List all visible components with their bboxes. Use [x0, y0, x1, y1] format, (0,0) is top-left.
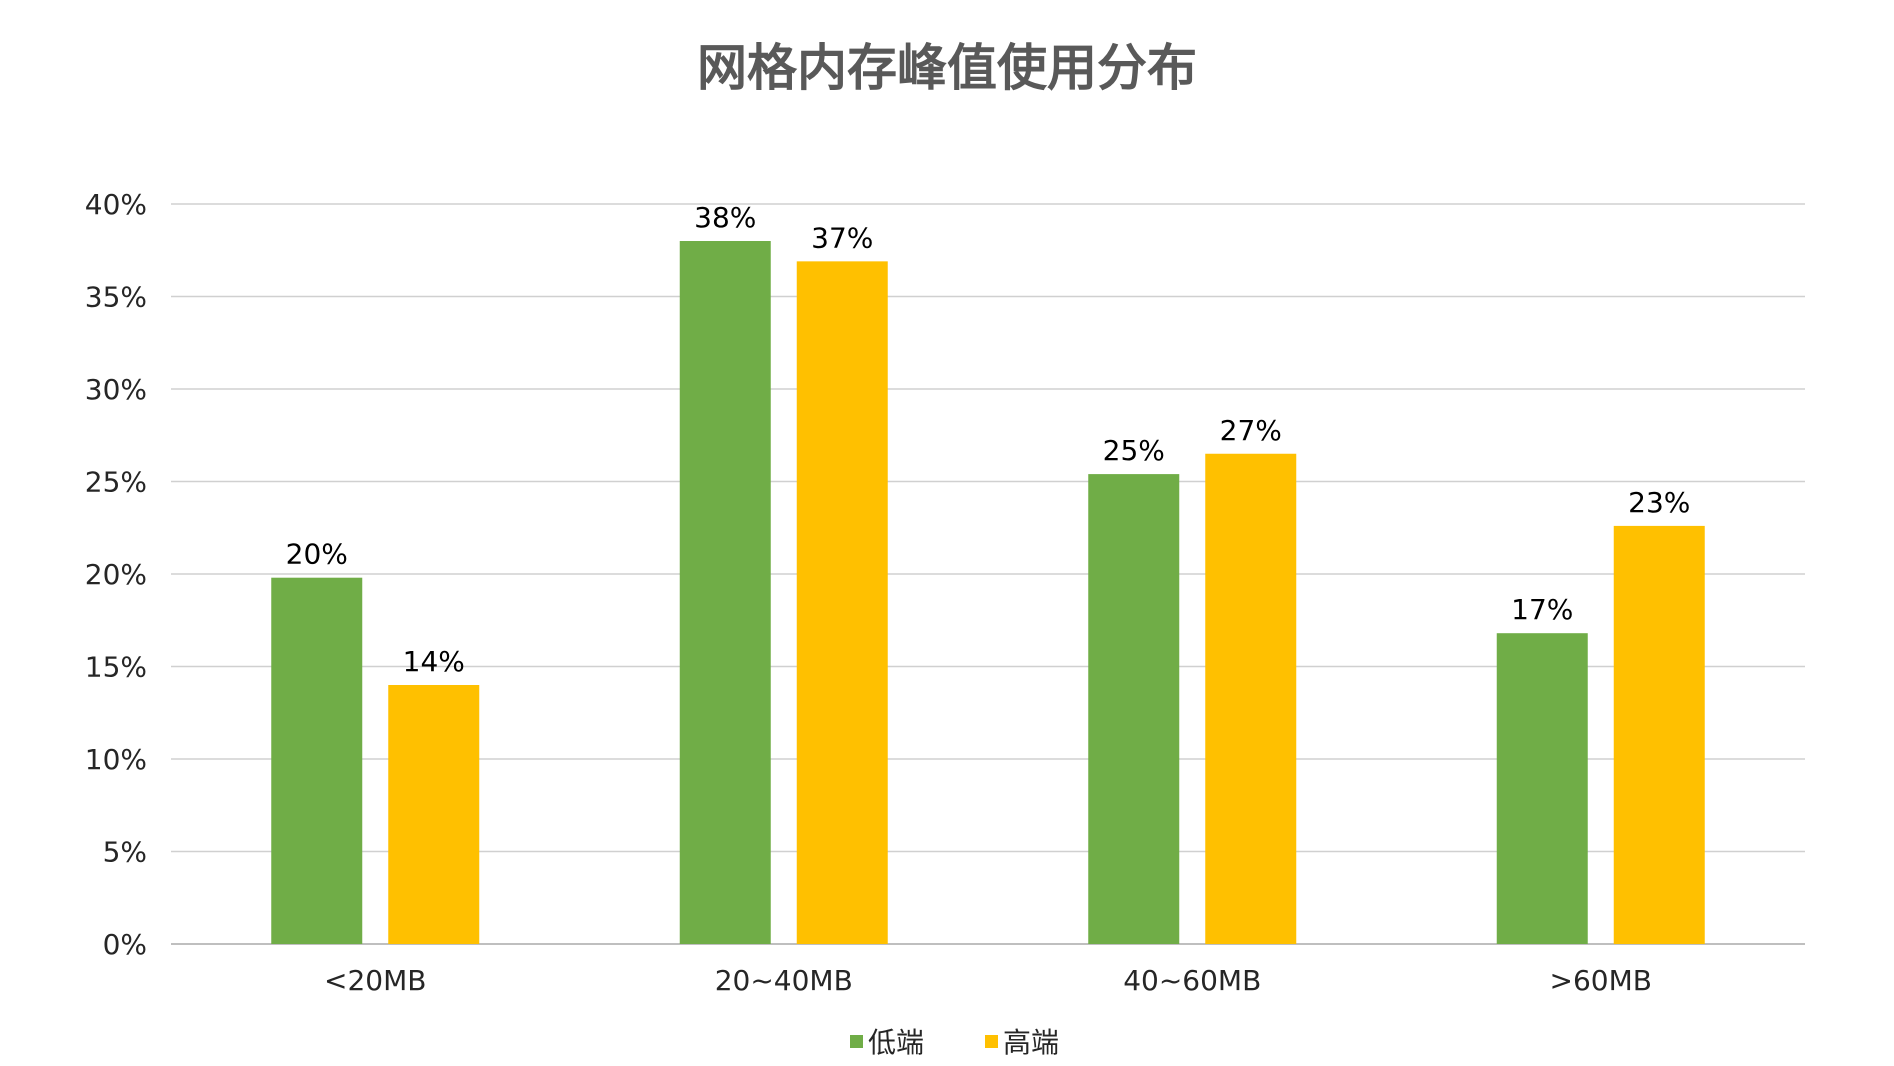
data-label: 27% [1220, 414, 1282, 447]
bar-low-end [1088, 474, 1180, 944]
legend-swatch [850, 1035, 863, 1048]
x-tick-label: <20MB [324, 964, 426, 997]
bar-high-end [1205, 453, 1297, 944]
legend-label: 高端 [1003, 1026, 1059, 1059]
data-label: 25% [1103, 434, 1165, 467]
data-labels: 20% 14% 38% 37% 25% 27% 17% 23% [286, 201, 1691, 678]
bars [271, 241, 1705, 945]
bar-high-end [388, 685, 480, 944]
x-tick-label: 20~40MB [715, 964, 853, 997]
y-axis-tick-labels: 0% 5% 10% 15% 20% 25% 30% 35% 40% [85, 188, 147, 961]
x-axis-tick-labels: <20MB 20~40MB 40~60MB >60MB [324, 964, 1652, 997]
y-tick-label: 0% [103, 928, 147, 961]
data-label: 14% [403, 645, 465, 678]
y-tick-label: 20% [85, 558, 147, 591]
y-tick-label: 35% [85, 281, 147, 314]
x-tick-label: 40~60MB [1123, 964, 1261, 997]
data-label: 37% [811, 221, 873, 254]
legend-item-low-end: 低端 [850, 1026, 924, 1059]
bar-low-end [271, 577, 363, 944]
y-tick-label: 10% [85, 743, 147, 776]
y-tick-label: 30% [85, 373, 147, 406]
bar-low-end [1496, 633, 1588, 944]
bar-high-end [796, 261, 888, 945]
y-tick-label: 40% [85, 188, 147, 221]
legend: 低端 高端 [850, 1026, 1059, 1059]
legend-label: 低端 [868, 1026, 924, 1059]
data-label: 38% [694, 201, 756, 234]
x-tick-label: >60MB [1550, 964, 1652, 997]
y-tick-label: 25% [85, 466, 147, 499]
data-label: 23% [1628, 486, 1690, 519]
chart-title: 网格内存峰值使用分布 [697, 39, 1197, 97]
y-tick-label: 5% [103, 836, 147, 869]
data-label: 17% [1511, 593, 1573, 626]
data-label: 20% [286, 538, 348, 571]
legend-item-high-end: 高端 [985, 1026, 1059, 1059]
bar-low-end [679, 241, 771, 944]
bar-high-end [1613, 525, 1705, 944]
legend-swatch [985, 1035, 998, 1048]
y-tick-label: 15% [85, 651, 147, 684]
